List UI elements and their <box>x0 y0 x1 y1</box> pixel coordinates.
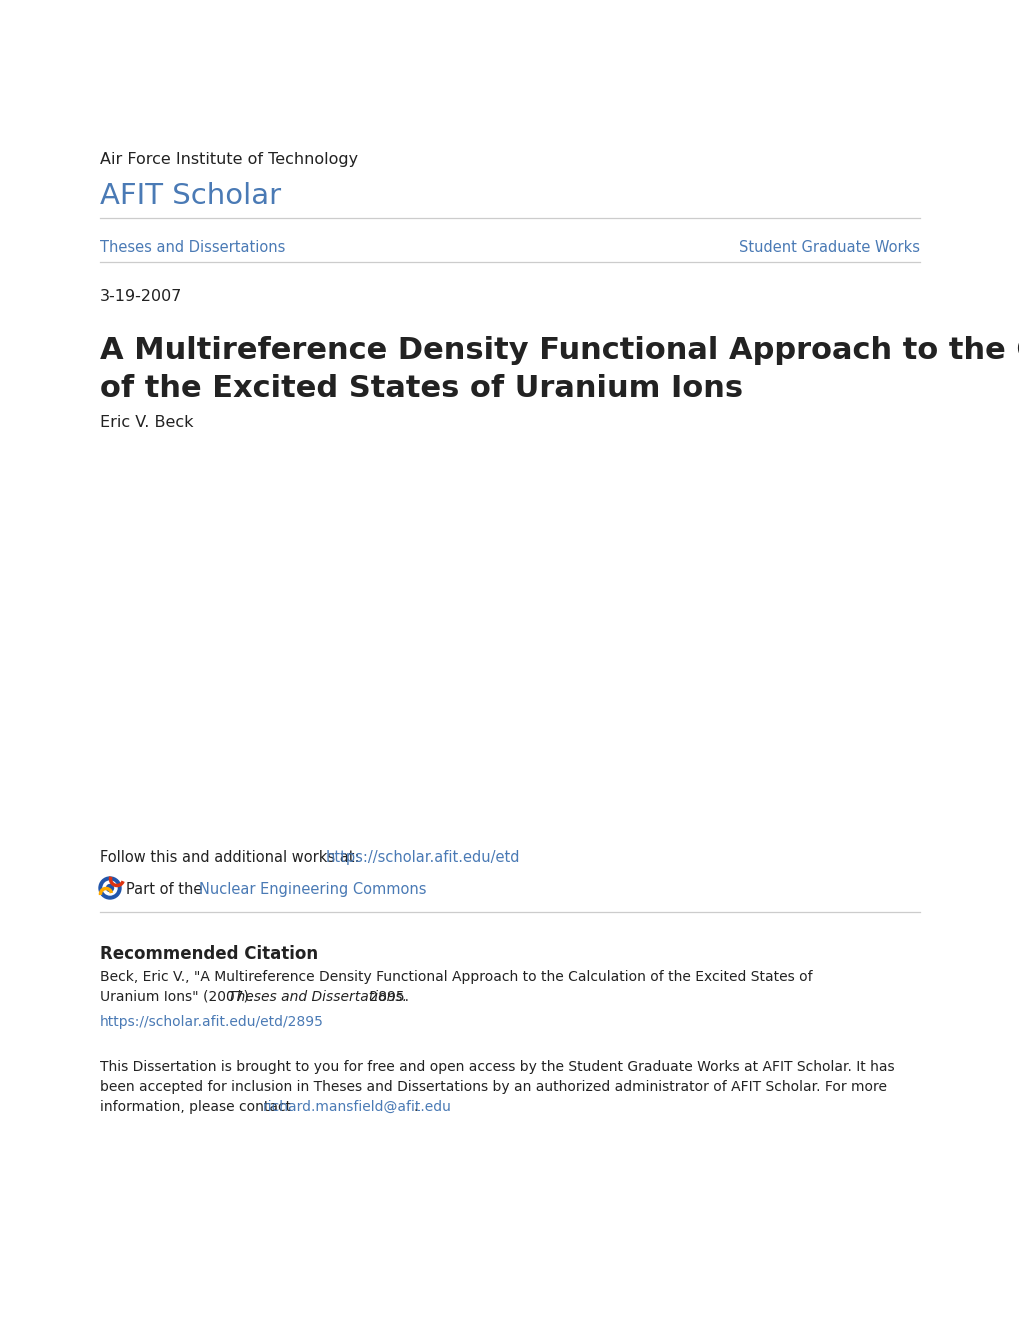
Text: https://scholar.afit.edu/etd: https://scholar.afit.edu/etd <box>325 850 520 865</box>
Text: Beck, Eric V., "A Multireference Density Functional Approach to the Calculation : Beck, Eric V., "A Multireference Density… <box>100 970 812 983</box>
Text: .: . <box>413 1100 417 1114</box>
Text: Uranium Ions" (2007).: Uranium Ions" (2007). <box>100 990 258 1005</box>
Circle shape <box>106 884 113 891</box>
Text: Air Force Institute of Technology: Air Force Institute of Technology <box>100 152 358 168</box>
Text: AFIT Scholar: AFIT Scholar <box>100 182 281 210</box>
Text: Part of the: Part of the <box>126 882 207 898</box>
Text: 2895.: 2895. <box>365 990 409 1005</box>
Text: Nuclear Engineering Commons: Nuclear Engineering Commons <box>199 882 426 898</box>
Text: Eric V. Beck: Eric V. Beck <box>100 414 194 430</box>
Text: been accepted for inclusion in Theses and Dissertations by an authorized adminis: been accepted for inclusion in Theses an… <box>100 1080 887 1094</box>
Text: of the Excited States of Uranium Ions: of the Excited States of Uranium Ions <box>100 374 743 403</box>
Text: Theses and Dissertations.: Theses and Dissertations. <box>227 990 407 1005</box>
Circle shape <box>99 876 121 899</box>
Text: Theses and Dissertations: Theses and Dissertations <box>100 240 285 255</box>
Text: Recommended Citation: Recommended Citation <box>100 945 318 964</box>
Circle shape <box>103 880 117 895</box>
Text: A Multireference Density Functional Approach to the Calculation: A Multireference Density Functional Appr… <box>100 337 1019 366</box>
Text: Student Graduate Works: Student Graduate Works <box>739 240 919 255</box>
Text: richard.mansfield@afit.edu: richard.mansfield@afit.edu <box>262 1100 450 1114</box>
Text: This Dissertation is brought to you for free and open access by the Student Grad: This Dissertation is brought to you for … <box>100 1060 894 1074</box>
Text: https://scholar.afit.edu/etd/2895: https://scholar.afit.edu/etd/2895 <box>100 1015 324 1030</box>
Text: information, please contact: information, please contact <box>100 1100 296 1114</box>
Text: 3-19-2007: 3-19-2007 <box>100 289 182 304</box>
Text: Follow this and additional works at:: Follow this and additional works at: <box>100 850 364 865</box>
